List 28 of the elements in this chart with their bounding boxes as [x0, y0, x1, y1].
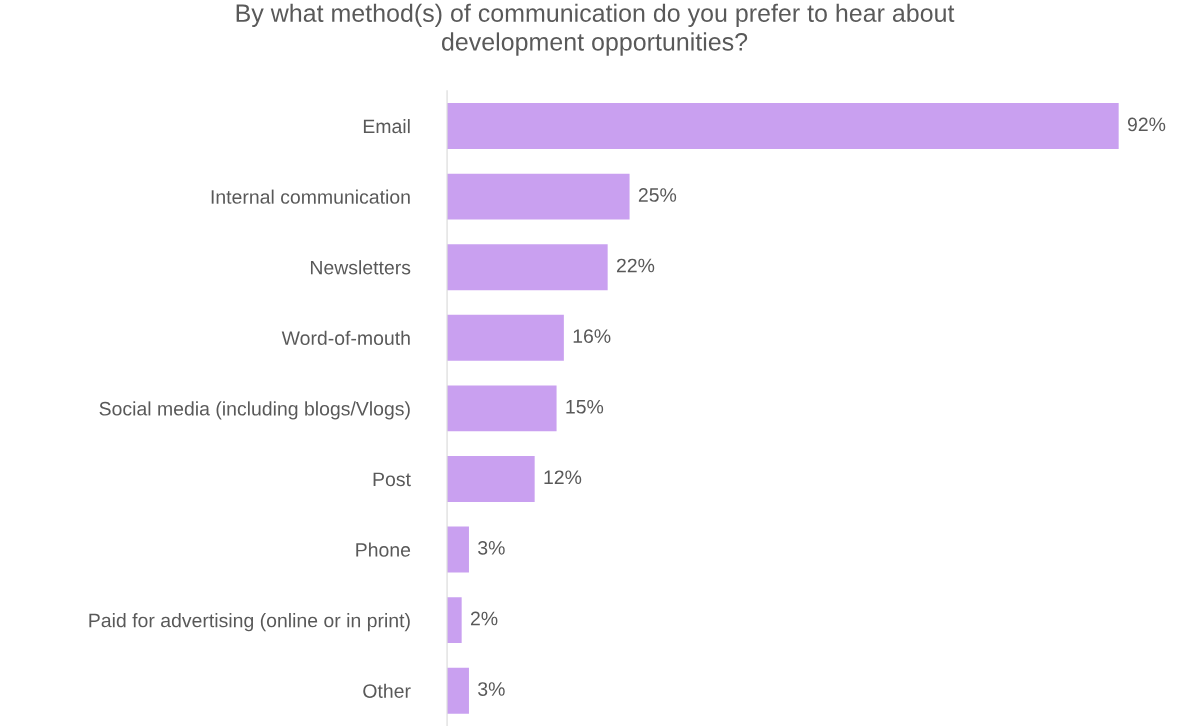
bar: [447, 667, 469, 714]
y-tick-label: Word-of-mouth: [281, 330, 410, 346]
bar: [447, 385, 557, 432]
bar: [447, 173, 630, 220]
data-label: 25%: [638, 188, 677, 202]
bar: [447, 456, 535, 502]
bar: [447, 526, 469, 573]
data-label: 15%: [566, 399, 604, 414]
bar: [447, 314, 564, 361]
y-tick-label: Email: [363, 119, 410, 134]
data-label: 2%: [470, 611, 498, 626]
y-tick-label: Internal communication: [211, 189, 410, 204]
y-tick-label: Other: [363, 683, 411, 698]
data-label: 22%: [616, 258, 655, 273]
y-tick-label: Paid for advertising (online or in print): [89, 613, 410, 632]
bar: [447, 103, 1119, 149]
data-label: 92%: [1127, 117, 1166, 132]
data-label: 3%: [478, 682, 505, 696]
chart-title: By what method(s) of communication do you prefer to hear about development opportunities?: [236, 3, 955, 56]
data-label: 16%: [573, 329, 611, 344]
data-label: 3%: [478, 540, 505, 555]
data-label: 12%: [544, 470, 582, 485]
y-tick-label: Newsletters: [310, 260, 411, 275]
bar: [447, 244, 608, 291]
bar: [447, 597, 462, 644]
y-tick-label: Post: [373, 472, 411, 487]
y-tick-label: Phone: [356, 542, 411, 557]
y-tick-label: Social media (including blogs/Vlogs): [99, 401, 410, 420]
